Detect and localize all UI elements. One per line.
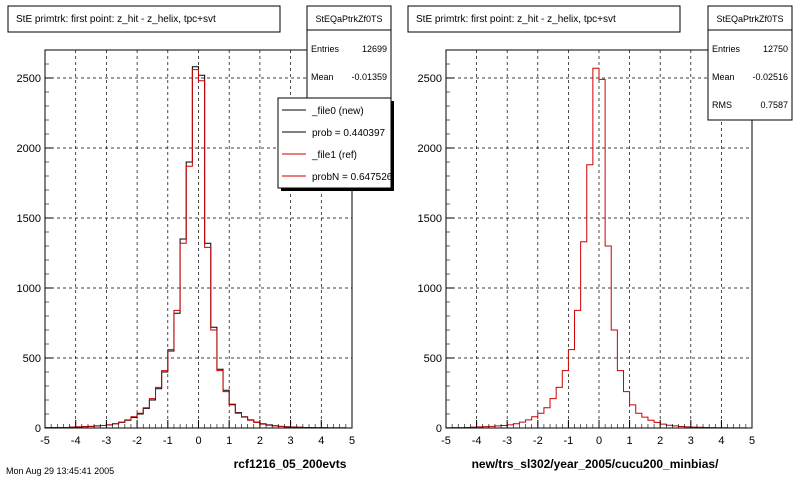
chart-title: StE primtrk: first point: z_hit - z_heli… [416, 14, 616, 25]
title-box [7, 5, 281, 33]
y-tick-label: 0 [436, 423, 442, 435]
y-tick-label: 0 [35, 423, 41, 435]
y-tick-label: 1500 [418, 213, 442, 225]
legend-label: _file1 (ref) [311, 150, 357, 161]
stats-label: RMS [712, 100, 732, 110]
x-tick-label: 3 [288, 435, 294, 447]
x-tick-label: -5 [441, 435, 451, 447]
x-tick-label: 0 [596, 435, 602, 447]
x-tick-label: 5 [749, 435, 755, 447]
stats-value: 12750 [763, 44, 788, 54]
stats-label: Mean [311, 72, 334, 82]
stats-value: -0.02516 [752, 72, 788, 82]
x-axis-label: new/trs_sl302/year_2005/cucu200_minbias/ [472, 457, 719, 471]
y-tick-label: 2500 [17, 73, 41, 85]
x-tick-label: 2 [257, 435, 263, 447]
legend-label: probN = 0.647526 [312, 172, 393, 183]
x-axis-label: rcf1216_05_200evts [234, 457, 347, 471]
x-tick-label: 0 [195, 435, 201, 447]
x-tick-label: 5 [349, 435, 355, 447]
stats-label: Entries [712, 44, 741, 54]
y-tick-label: 500 [424, 353, 442, 365]
chart-title: StE primtrk: first point: z_hit - z_heli… [16, 14, 216, 25]
stats-name: StEQaPtrkZf0TS [315, 14, 382, 24]
stats-name: StEQaPtrkZf0TS [716, 14, 783, 24]
legend-entries: _file0 (new) prob = 0.440397 _file1 (ref) p… [282, 106, 393, 183]
stats-value: 12699 [362, 44, 387, 54]
x-tick-label: -1 [564, 435, 574, 447]
y-tick-label: 2000 [17, 143, 41, 155]
x-tick-label: -5 [40, 435, 50, 447]
stats-value: 0.7587 [760, 100, 788, 110]
x-tick-label: 1 [226, 435, 232, 447]
y-tick-label: 500 [23, 353, 41, 365]
legend-label: prob = 0.440397 [312, 128, 386, 139]
legend-label: _file0 (new) [311, 106, 364, 117]
x-tick-label: 2 [657, 435, 663, 447]
x-tick-label: 4 [718, 435, 724, 447]
footer-timestamp: Mon Aug 29 13:45:41 2005 [6, 466, 115, 476]
stats-label: Entries [311, 44, 340, 54]
y-tick-label: 1000 [418, 283, 442, 295]
y-tick-label: 2000 [418, 143, 442, 155]
x-tick-label: 1 [627, 435, 633, 447]
y-tick-label: 2500 [418, 73, 442, 85]
stats-value: -0.01359 [351, 72, 387, 82]
chart-panel-1: -5 -4 -3 -2 -1 0 1 2 3 4 5 0 500 1000 1500 2000 2500 rcf1… [7, 5, 394, 471]
x-tick-label: -2 [132, 435, 142, 447]
title-box [407, 5, 681, 33]
x-tick-label: -4 [472, 435, 482, 447]
legend-box [277, 97, 392, 189]
y-tick-label: 1500 [17, 213, 41, 225]
stats-label: Mean [712, 72, 735, 82]
chart-panel-2: -5 -4 -3 -2 -1 0 1 2 3 4 5 0 500 1000 1500 2000 2500 new/… [407, 5, 793, 471]
y-tick-label: 1000 [17, 283, 41, 295]
x-tick-label: -1 [163, 435, 173, 447]
x-tick-label: 3 [688, 435, 694, 447]
x-tick-label: -2 [533, 435, 543, 447]
x-tick-label: 4 [318, 435, 324, 447]
x-tick-label: -3 [102, 435, 112, 447]
x-tick-label: -4 [71, 435, 81, 447]
x-tick-label: -3 [502, 435, 512, 447]
stats-box [707, 5, 793, 121]
